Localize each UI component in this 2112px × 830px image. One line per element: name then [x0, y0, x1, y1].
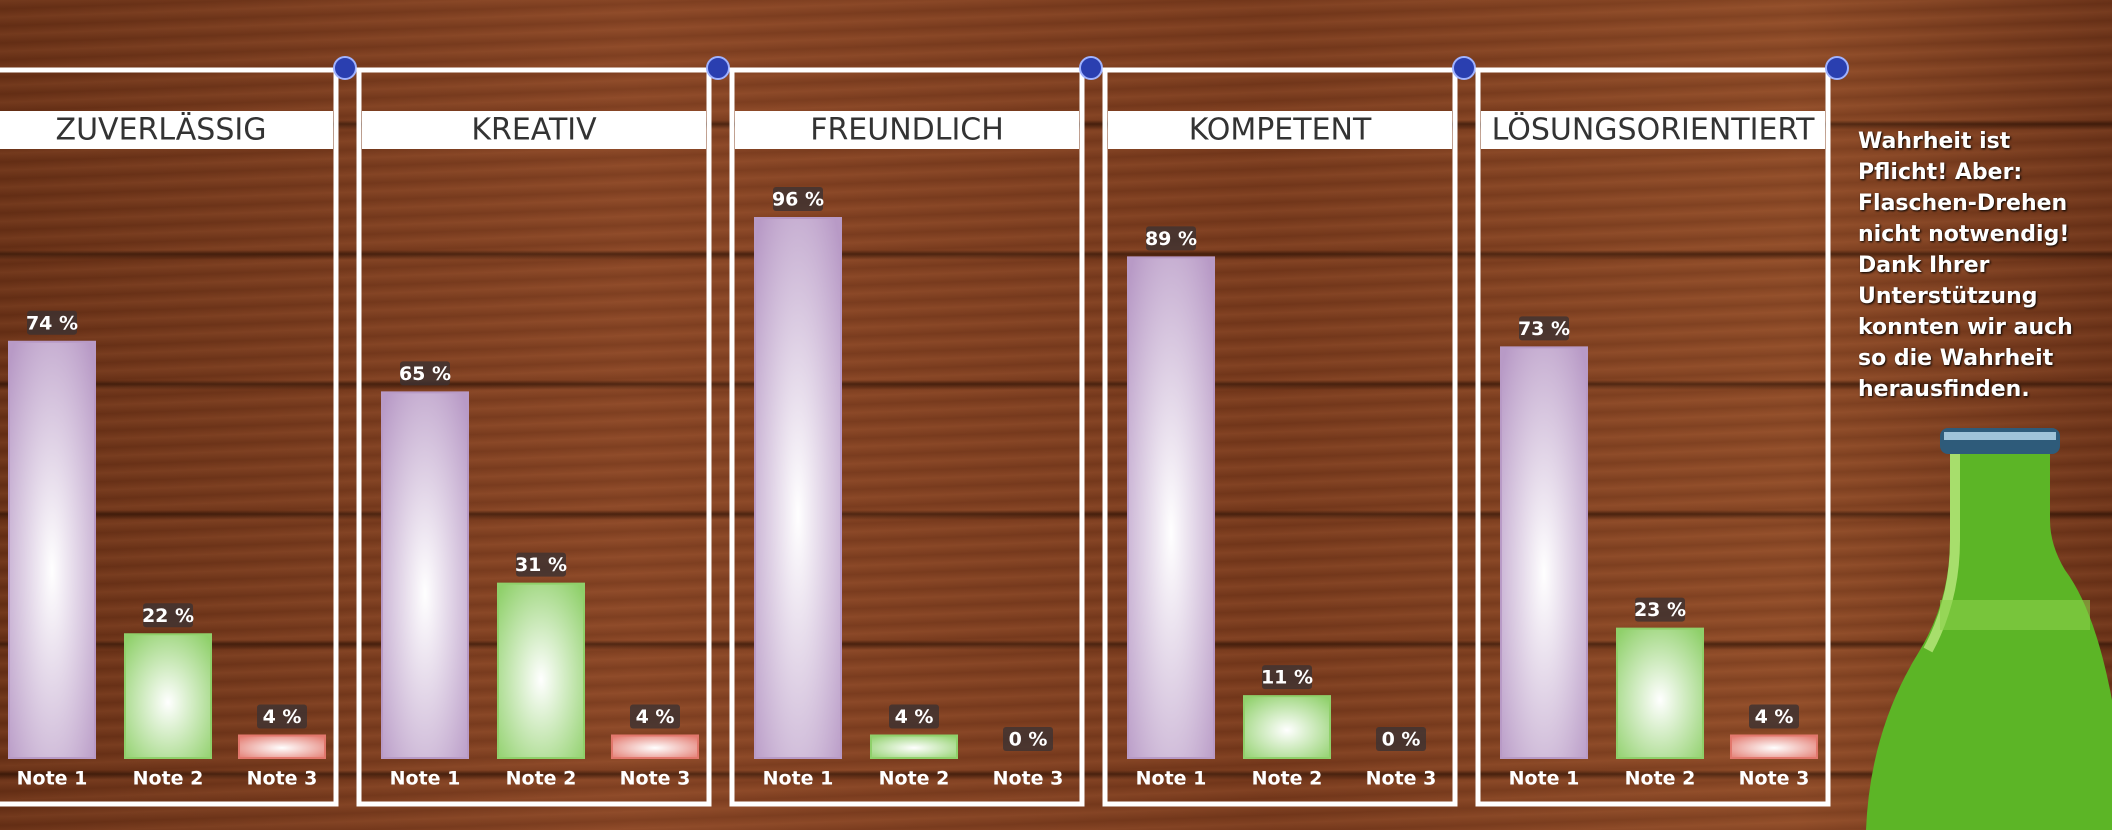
panel-title: KREATIV	[471, 113, 597, 148]
value-label: 74 %	[26, 312, 78, 334]
value-label: 4 %	[263, 706, 302, 728]
bar	[125, 634, 211, 758]
x-tick-label: Note 1	[1136, 768, 1207, 790]
value-label: 96 %	[772, 189, 824, 211]
value-label: 0 %	[1382, 729, 1421, 751]
panel-title: FREUNDLICH	[810, 113, 1004, 148]
pin	[1826, 57, 1848, 79]
x-tick-label: Note 1	[763, 768, 834, 790]
side-text: Wahrheit ist Pflicht! Aber: Flaschen-Dre…	[1858, 126, 2098, 405]
value-label: 4 %	[636, 706, 675, 728]
value-label: 4 %	[1755, 706, 1794, 728]
x-tick-label: Note 3	[1739, 768, 1810, 790]
bar	[1128, 257, 1214, 758]
x-tick-label: Note 3	[993, 768, 1064, 790]
value-label: 65 %	[399, 363, 451, 385]
bar	[612, 736, 698, 759]
chart: ZUVERLÄSSIG 74 % Note 1 22 % Note 2 4 % Note 3…	[0, 0, 2112, 830]
pin	[1453, 57, 1475, 79]
x-tick-label: Note 1	[1509, 768, 1580, 790]
value-label: 89 %	[1145, 228, 1197, 250]
value-label: 31 %	[515, 554, 567, 576]
page: ZUVERLÄSSIG 74 % Note 1 22 % Note 2 4 % Note 3…	[0, 0, 2112, 830]
x-tick-label: Note 2	[506, 768, 577, 790]
bar	[1731, 736, 1817, 759]
value-label: 11 %	[1261, 667, 1313, 689]
bar	[498, 584, 584, 758]
panel-title: ZUVERLÄSSIG	[56, 112, 267, 148]
bar	[239, 736, 325, 759]
bar	[1501, 347, 1587, 758]
pin	[707, 57, 729, 79]
panel-title: KOMPETENT	[1189, 113, 1372, 148]
x-tick-label: Note 2	[1625, 768, 1696, 790]
x-tick-label: Note 1	[390, 768, 461, 790]
x-tick-label: Note 2	[1252, 768, 1323, 790]
pin	[334, 57, 356, 79]
panel-title: LÖSUNGSORIENTIERT	[1492, 112, 1815, 148]
value-label: 4 %	[895, 706, 934, 728]
x-tick-label: Note 3	[620, 768, 691, 790]
value-label: 0 %	[1009, 729, 1048, 751]
x-tick-label: Note 2	[879, 768, 950, 790]
bar	[755, 218, 841, 758]
value-label: 22 %	[142, 605, 194, 627]
pin	[1080, 57, 1102, 79]
bar	[9, 342, 95, 758]
value-label: 23 %	[1634, 599, 1686, 621]
bar	[871, 736, 957, 759]
x-tick-label: Note 2	[133, 768, 204, 790]
x-tick-label: Note 1	[17, 768, 88, 790]
x-tick-label: Note 3	[247, 768, 318, 790]
bar	[382, 392, 468, 758]
bar	[1617, 629, 1703, 758]
value-label: 73 %	[1518, 318, 1570, 340]
x-tick-label: Note 3	[1366, 768, 1437, 790]
bottle-illustration	[1866, 428, 2112, 830]
bar	[1244, 696, 1330, 758]
